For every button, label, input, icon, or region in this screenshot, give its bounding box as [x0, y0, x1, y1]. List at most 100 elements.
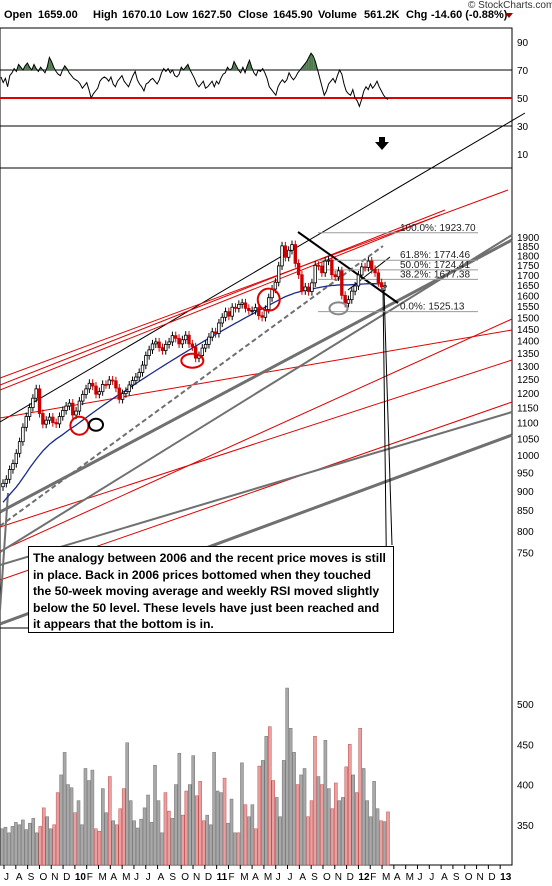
volume-bar: [334, 782, 338, 866]
candle-body: [117, 387, 121, 400]
volume-bar: [35, 832, 39, 866]
candle-body: [213, 331, 218, 334]
candle-body: [11, 463, 15, 470]
close-value: 1645.90: [273, 9, 313, 21]
candle-body: [336, 270, 341, 278]
volume-bar: [45, 816, 49, 866]
red-trend-line: [0, 209, 446, 386]
candle-body: [320, 265, 324, 274]
candle-body: [250, 310, 254, 312]
candle-body: [177, 337, 181, 345]
grey-trend-line: [0, 238, 513, 514]
volume-bar: [354, 792, 359, 866]
volume-bar: [341, 797, 345, 866]
x-tick-label: 11: [217, 872, 228, 883]
price-tick-label: 1700: [517, 271, 540, 282]
x-tick-label: M: [122, 872, 130, 883]
fib-label: 100.0%: 1923.70: [400, 223, 476, 234]
candle-body: [180, 339, 185, 345]
candle-body: [190, 343, 195, 348]
price-tick-label: 1550: [517, 302, 540, 313]
volume-bar: [156, 800, 161, 866]
price-tick-label: 1250: [517, 375, 540, 386]
candle-body: [296, 262, 301, 276]
x-tick-label: J: [429, 872, 434, 883]
volume-bar: [14, 822, 18, 866]
candle-body: [210, 331, 214, 338]
chg-value: -14.60 (-0.88%): [431, 9, 508, 21]
rsi-overbought-fill: [311, 53, 314, 70]
candle-body: [164, 343, 168, 351]
volume-bar: [372, 781, 376, 866]
volume-bar: [97, 830, 102, 866]
price-tick-label: 1050: [517, 434, 540, 445]
candle-body: [360, 266, 364, 276]
candle-body: [77, 400, 82, 412]
volume-tick-label: 500: [517, 700, 534, 711]
volume-bar: [205, 814, 209, 866]
candle-body: [107, 379, 111, 386]
candle-body: [94, 385, 98, 395]
volume-bar: [309, 800, 314, 866]
candle-body: [187, 334, 191, 345]
volume-bar: [101, 788, 105, 866]
volume-bar: [69, 787, 74, 866]
volume-bar: [163, 792, 168, 866]
volume-tick-label: 400: [517, 781, 534, 792]
x-tick-label: O: [39, 872, 47, 883]
chg-label: Chg: [406, 9, 427, 21]
candle-body: [37, 388, 42, 414]
candle-body: [373, 269, 377, 274]
x-tick-label: J: [276, 872, 281, 883]
candle-body: [34, 388, 38, 399]
candle-body: [313, 264, 317, 284]
price-tick-label: 1900: [517, 233, 540, 244]
candle-body: [124, 390, 128, 395]
downtrend-line: [297, 231, 399, 304]
candle-body: [330, 259, 334, 276]
volume-bar: [257, 765, 262, 866]
volume-bar: [323, 740, 328, 866]
volume-bar: [313, 736, 317, 866]
candle-body: [1, 482, 5, 488]
volume-bar: [191, 755, 196, 866]
candle-body: [350, 290, 354, 301]
volume-bar: [3, 826, 8, 866]
volume-label: Volume: [318, 9, 357, 21]
volume-bar: [149, 822, 154, 866]
candle-body: [7, 469, 12, 480]
volume-bar: [184, 790, 189, 866]
volume-bar: [212, 752, 216, 866]
candle-body: [273, 281, 278, 290]
volume-bar: [208, 824, 213, 866]
x-tick-label: 10: [75, 872, 87, 883]
volume-bar: [306, 816, 310, 866]
volume-bar: [66, 784, 70, 866]
x-tick-label: A: [16, 872, 23, 883]
price-tick-label: 1800: [517, 251, 540, 262]
volume-bar: [236, 832, 241, 866]
volume-bar: [358, 728, 362, 866]
x-tick-label: M: [382, 872, 390, 883]
volume-bar: [330, 808, 335, 866]
candle-body: [306, 286, 311, 292]
volume-bar: [316, 776, 321, 866]
price-tick-label: 1150: [517, 404, 539, 415]
candle-body: [280, 245, 284, 267]
volume-bar: [7, 832, 11, 866]
candle-body: [31, 397, 35, 408]
fib-label: 38.2%: 1677.38: [400, 269, 470, 280]
volume-bar: [73, 812, 77, 866]
volume-bar: [38, 826, 43, 866]
candle-body: [67, 402, 72, 407]
candle-body: [110, 379, 115, 382]
volume-tick-label: 350: [517, 821, 534, 832]
rsi-tick-label: 30: [517, 122, 529, 133]
bottom-circle: [88, 417, 105, 432]
volume-layer: [0, 687, 390, 866]
candle-body: [260, 315, 264, 318]
x-tick-label: J: [288, 872, 293, 883]
volume-bar: [160, 832, 164, 866]
volume-bar: [351, 774, 355, 866]
